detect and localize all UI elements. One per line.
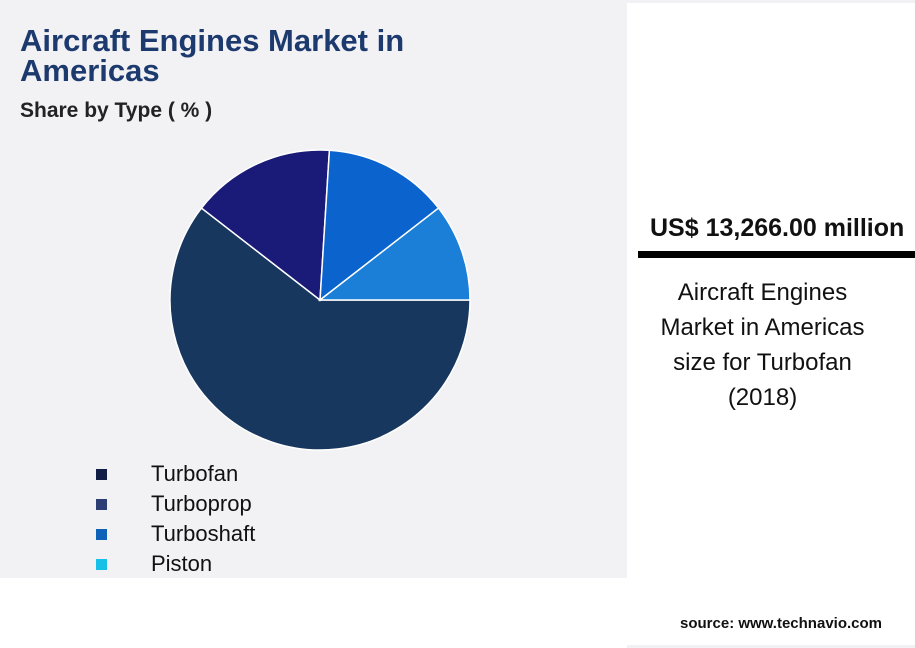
description-line: size for Turbofan xyxy=(673,349,852,376)
footer-strip xyxy=(0,578,627,648)
chart-subtitle: Share by Type ( % ) xyxy=(20,99,213,122)
legend-label-piston: Piston xyxy=(151,551,213,576)
legend-label-turboshaft: Turboshaft xyxy=(151,521,256,546)
pie-slice-turboshaft xyxy=(319,149,440,302)
pie-slice-turboprop xyxy=(200,149,331,302)
legend-item-piston: Piston xyxy=(96,549,255,579)
pie-chart xyxy=(169,149,471,451)
pie-slice-turbofan xyxy=(169,207,471,451)
description-line: Market in Americas xyxy=(660,314,865,341)
legend-label-turbofan: Turbofan xyxy=(151,461,239,486)
stat-panel xyxy=(627,3,915,645)
market-size-value: US$ 13,266.00 million xyxy=(650,214,905,242)
description-line: (2018) xyxy=(727,384,798,411)
chart-title: Aircraft Engines Market in Americas xyxy=(20,23,405,88)
legend-swatch-piston xyxy=(96,558,107,570)
description-line: Aircraft Engines xyxy=(677,279,848,306)
legend-swatch-turboprop xyxy=(96,498,107,510)
divider xyxy=(638,251,915,258)
legend-label-turboprop: Turboprop xyxy=(151,491,252,516)
chart-legend: Turbofan Turboprop Turboshaft Piston xyxy=(96,459,255,579)
source-credit: source: www.technavio.com xyxy=(680,615,882,632)
pie-slice-piston xyxy=(317,207,471,301)
market-size-description: Aircraft Engines Market in Americas size… xyxy=(630,275,895,415)
legend-item-turboprop: Turboprop xyxy=(96,489,255,519)
legend-swatch-turbofan xyxy=(96,468,107,480)
legend-swatch-turboshaft xyxy=(96,528,107,540)
legend-item-turbofan: Turbofan xyxy=(96,459,255,489)
legend-item-turboshaft: Turboshaft xyxy=(96,519,255,549)
